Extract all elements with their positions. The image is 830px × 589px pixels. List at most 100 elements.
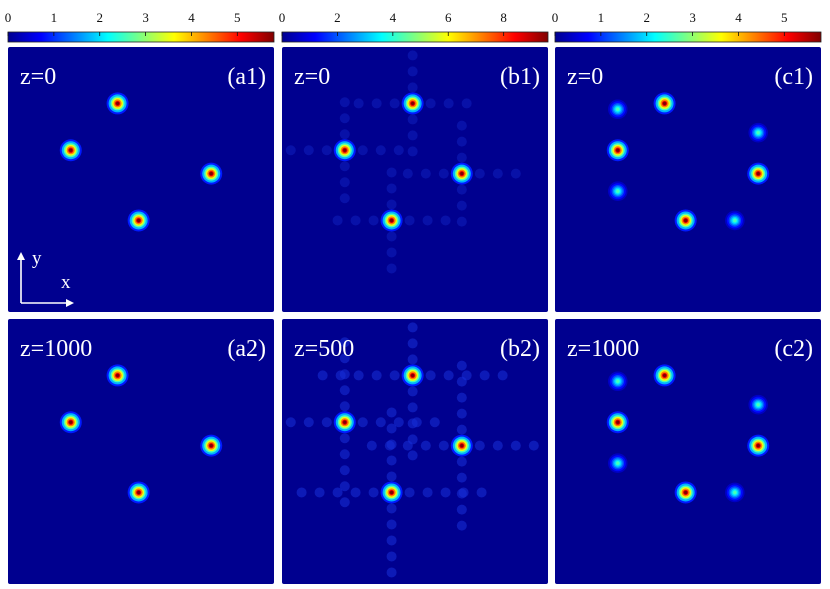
interference-lobe xyxy=(492,168,503,179)
spot-ring xyxy=(411,373,415,378)
interference-lobe xyxy=(339,481,350,492)
interference-lobe xyxy=(339,465,350,476)
panel-label: (c2) xyxy=(774,336,813,362)
interference-lobe xyxy=(458,487,469,498)
interference-lobe xyxy=(422,215,433,226)
intensity-peak xyxy=(59,139,82,162)
interference-lobe xyxy=(386,567,397,578)
intensity-peak xyxy=(401,364,424,387)
interference-lobe xyxy=(407,402,418,413)
interference-lobe xyxy=(368,487,379,498)
interference-lobe xyxy=(285,145,296,156)
y-axis-label: y xyxy=(32,248,42,269)
interference-lobe xyxy=(402,440,413,451)
colorbar-tick-label: 8 xyxy=(500,10,507,25)
spot-ring xyxy=(756,444,760,448)
colorbar-tick-label: 0 xyxy=(5,10,12,25)
colorbar-tick-label: 5 xyxy=(234,10,241,25)
interference-lobe xyxy=(456,200,467,211)
interference-lobe xyxy=(386,247,397,258)
panel-a1: z=0 (a1) yx xyxy=(8,47,274,312)
colorbar-tick-label: 4 xyxy=(735,10,742,25)
intensity-peak xyxy=(401,92,424,115)
interference-lobe xyxy=(339,161,350,172)
interference-lobe xyxy=(350,487,361,498)
interference-lobe xyxy=(339,385,350,396)
spot-ring xyxy=(209,444,213,448)
interference-lobe xyxy=(456,424,467,435)
interference-lobe xyxy=(303,417,314,428)
spot-ring xyxy=(756,172,760,176)
interference-lobe xyxy=(357,417,368,428)
interference-lobe xyxy=(420,440,431,451)
interference-lobe xyxy=(353,370,364,381)
intensity-peak xyxy=(606,411,629,434)
interference-lobe xyxy=(456,136,467,147)
secondary-spot xyxy=(725,482,745,503)
interference-lobe xyxy=(425,98,436,109)
panel-label: (c1) xyxy=(774,64,813,90)
interference-lobe xyxy=(440,487,451,498)
x-axis-label: x xyxy=(61,272,71,293)
spot-ring xyxy=(616,461,620,465)
interference-lobe xyxy=(476,487,487,498)
interference-lobe xyxy=(474,168,485,179)
interference-lobe xyxy=(461,98,472,109)
interference-lobe xyxy=(411,417,422,428)
interference-lobe xyxy=(375,145,386,156)
panel-label: (a1) xyxy=(227,64,266,90)
z-label: z=500 xyxy=(294,336,354,362)
interference-lobe xyxy=(456,120,467,131)
colorbar-tick-label: 1 xyxy=(598,10,605,25)
intensity-peak xyxy=(106,364,129,387)
colorbar-tick-label: 3 xyxy=(142,10,149,25)
spot-ring xyxy=(137,490,141,495)
interference-lobe xyxy=(407,338,418,349)
interference-lobe xyxy=(366,440,377,451)
interference-lobe xyxy=(407,386,418,397)
interference-lobe xyxy=(510,440,521,451)
colorbar-a: 0 1 2 3 4 5 xyxy=(5,10,275,43)
interference-lobe xyxy=(497,370,508,381)
interference-lobe xyxy=(339,129,350,140)
spot-ring xyxy=(209,172,213,176)
colorbar-tick-label: 1 xyxy=(51,10,58,25)
intensity-peak xyxy=(59,411,82,434)
secondary-spot xyxy=(607,453,628,473)
intensity-peak xyxy=(653,92,676,115)
z-label: z=1000 xyxy=(567,336,639,362)
interference-lobe xyxy=(456,216,467,227)
interference-lobe xyxy=(386,263,397,274)
intensity-peak xyxy=(747,162,770,185)
interference-lobe xyxy=(407,146,418,157)
interference-lobe xyxy=(339,177,350,188)
interference-lobe xyxy=(456,392,467,403)
interference-lobe xyxy=(474,440,485,451)
interference-lobe xyxy=(425,370,436,381)
interference-lobe xyxy=(339,113,350,124)
interference-lobe xyxy=(456,504,467,515)
interference-lobe xyxy=(528,440,539,451)
spot-ring xyxy=(411,101,415,106)
panel-c2: z=1000 (c2) xyxy=(555,319,821,584)
interference-lobe xyxy=(353,98,364,109)
interference-lobe xyxy=(386,455,397,466)
interference-lobe xyxy=(386,407,397,418)
secondary-spot xyxy=(607,371,628,392)
interference-lobe xyxy=(393,145,404,156)
interference-lobe xyxy=(389,98,400,109)
interference-lobe xyxy=(510,168,521,179)
spot-ring xyxy=(343,148,347,152)
interference-lobe xyxy=(407,50,418,61)
spot-ring xyxy=(662,373,667,378)
interference-lobe xyxy=(456,376,467,387)
intensity-peak xyxy=(106,92,129,115)
interference-lobe xyxy=(339,369,350,380)
panel-label: (b1) xyxy=(500,64,540,90)
interference-lobe xyxy=(386,231,397,242)
interference-lobe xyxy=(371,370,382,381)
panel-c1: z=0 (c1) xyxy=(555,47,821,312)
spot-ring xyxy=(616,148,620,152)
interference-lobe xyxy=(404,215,415,226)
interference-lobe xyxy=(386,423,397,434)
